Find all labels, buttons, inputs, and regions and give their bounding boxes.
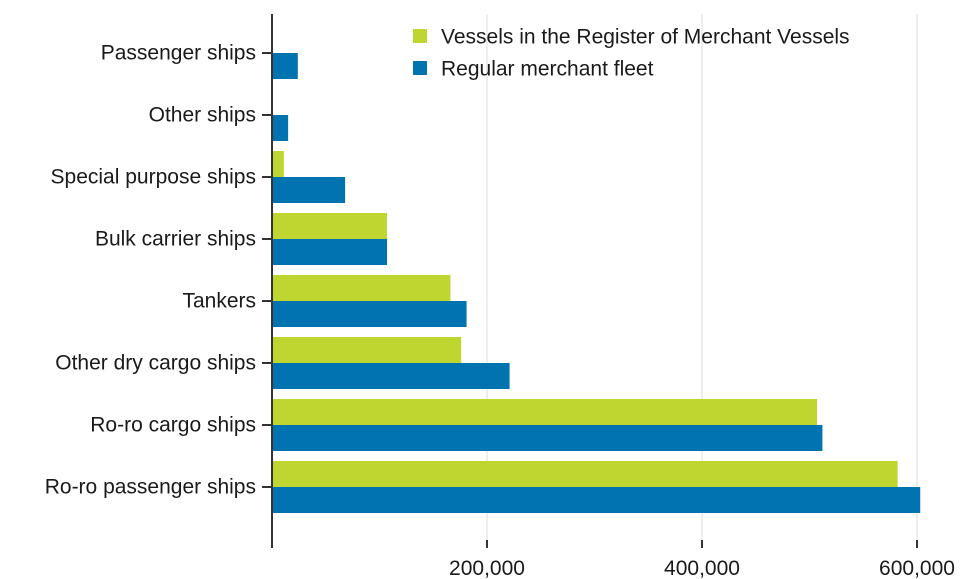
category-label: Ro-ro cargo ships (90, 414, 256, 437)
bar-register (272, 213, 388, 239)
bar-regular-fleet (272, 239, 388, 265)
x-axis: 200,000 400,000 600,000 (271, 540, 955, 579)
bar-regular-fleet (272, 487, 921, 513)
category-label: Special purpose ships (51, 166, 256, 189)
legend-swatch (413, 61, 427, 75)
bar-regular-fleet (272, 177, 346, 203)
bar-regular-fleet (272, 425, 823, 451)
x-tick-label: 200,000 (449, 557, 525, 579)
category-label: Tankers (182, 290, 256, 313)
legend: Vessels in the Register of Merchant Vess… (413, 26, 850, 81)
x-tick-label: 600,000 (879, 557, 955, 579)
gridlines (486, 14, 918, 540)
bar-regular-fleet (272, 363, 510, 389)
category-label: Other ships (149, 104, 256, 127)
legend-label: Vessels in the Register of Merchant Vess… (441, 26, 850, 49)
bar-register (272, 337, 462, 363)
category-label: Ro-ro passenger ships (45, 476, 256, 499)
bar-register (272, 151, 284, 177)
x-tick-label: 400,000 (664, 557, 740, 579)
y-axis: Passenger ships Other ships Special purpos… (45, 14, 273, 540)
bar-regular-fleet (272, 115, 289, 141)
category-label: Bulk carrier ships (95, 228, 256, 251)
legend-swatch (413, 29, 427, 43)
bar-register (272, 275, 451, 301)
legend-label: Regular merchant fleet (441, 58, 654, 81)
category-label: Passenger ships (101, 42, 256, 65)
bar-register (272, 399, 818, 425)
bar-regular-fleet (272, 301, 467, 327)
bar-register (272, 461, 898, 487)
bar-regular-fleet (272, 53, 298, 79)
category-label: Other dry cargo ships (55, 352, 256, 375)
bars (272, 53, 921, 513)
